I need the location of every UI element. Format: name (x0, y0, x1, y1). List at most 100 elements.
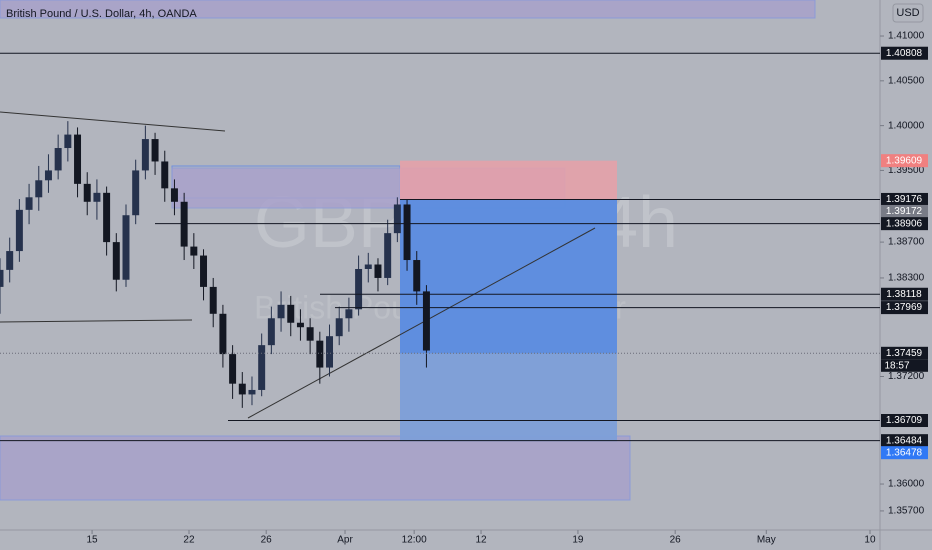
price-label: 1.36478 (881, 446, 928, 460)
currency[interactable]: USD (896, 7, 919, 19)
candle-body (151, 139, 159, 162)
candle-body (44, 170, 52, 181)
candle-body (141, 139, 149, 171)
position-tool (400, 160, 617, 442)
price-label-text: 1.39609 (886, 155, 923, 166)
price-label-box (881, 301, 928, 315)
y-tick-label: 1.39500 (888, 165, 925, 176)
candle-body (248, 389, 256, 395)
candle-body (384, 233, 392, 278)
price-label-text: 1.38118 (886, 289, 922, 300)
x-tick-label: 22 (183, 535, 195, 546)
trend-line (0, 111, 226, 132)
candle-body (316, 340, 324, 368)
candle-body (190, 246, 198, 256)
target-zone-filled (400, 199, 617, 354)
candle-body (170, 188, 178, 202)
y-tick-label: 1.36000 (888, 479, 925, 490)
zone (0, 0, 816, 19)
candle-body (238, 383, 246, 395)
candle-body (219, 313, 227, 355)
price-label-box (881, 46, 928, 60)
candle-body (112, 242, 120, 280)
price-label-box (881, 204, 928, 218)
price-label-box (881, 154, 928, 168)
candle-body (200, 255, 208, 287)
candle-body (345, 309, 353, 319)
price-label-box (881, 414, 928, 428)
candle-body (422, 291, 430, 351)
countdown: 18:57 (884, 360, 909, 371)
candle-body (0, 269, 4, 287)
y-tick-label: 1.40500 (888, 75, 925, 86)
y-tick-label: 1.35700 (888, 506, 925, 517)
y-tick-label: 1.40000 (888, 120, 925, 131)
candle-body (122, 215, 130, 280)
price-label-text: 1.38906 (886, 218, 923, 229)
price-label-text: 1.37969 (886, 302, 923, 313)
candle-body (413, 260, 421, 292)
stop-zone (400, 160, 617, 200)
x-tick-label: 12:00 (402, 535, 427, 546)
candle-body (15, 209, 23, 252)
candle-body (355, 268, 363, 310)
price-label: 1.39176 (881, 192, 928, 206)
candle-body (161, 161, 169, 189)
candle-body (403, 204, 411, 261)
candle-body (25, 197, 33, 210)
candle-body (54, 148, 62, 171)
price-label: 1.38118 (881, 287, 928, 301)
trend-line (247, 227, 596, 419)
price-label: 1.36484 (881, 434, 928, 448)
y-tick-label: 1.38300 (888, 273, 925, 284)
x-tick-label: May (757, 535, 776, 546)
price-label: 1.39172 (881, 204, 928, 218)
x-tick-label: 26 (670, 535, 682, 546)
x-tick-label: 15 (87, 535, 99, 546)
candle-body (64, 134, 72, 149)
candle-body (277, 304, 285, 319)
candle-body (306, 327, 314, 341)
countdown-box (881, 359, 928, 372)
price-label-text: 1.40808 (886, 48, 923, 59)
candle-body (326, 336, 334, 368)
zone (0, 435, 631, 501)
price-label: 1.36709 (881, 414, 928, 428)
candle-body (83, 183, 91, 202)
candle-body (393, 204, 401, 234)
x-tick-label: 10 (864, 535, 876, 546)
candle-body (335, 318, 343, 337)
currency-button[interactable] (892, 3, 924, 23)
price-label: 1.37969 (881, 301, 928, 315)
price-label-box (881, 287, 928, 301)
trend-line (0, 319, 193, 323)
candle-body (35, 180, 43, 198)
price-label-text: 1.36709 (886, 415, 923, 426)
price-label: 1.40808 (881, 46, 928, 60)
candle-body (132, 170, 140, 216)
candle-body (6, 251, 14, 270)
x-tick-label: 26 (261, 535, 273, 546)
y-tick-label: 1.37200 (888, 371, 925, 382)
price-label-box (881, 346, 928, 360)
candle-body (103, 192, 111, 243)
candle-body (267, 318, 275, 346)
price-label: 1.38906 (881, 217, 928, 231)
candle-body (74, 134, 82, 184)
price-label-text: 1.36478 (886, 447, 923, 458)
candle-body (364, 264, 372, 269)
price-label-text: 1.39176 (886, 194, 923, 205)
candle-body (180, 201, 188, 247)
candle-body (287, 304, 295, 323)
candle-body (229, 354, 237, 384)
x-tick-label: 12 (475, 535, 487, 546)
price-label-box (881, 446, 928, 460)
candle-body (296, 322, 304, 328)
x-tick-label: 19 (572, 535, 584, 546)
y-tick-label: 1.38700 (888, 237, 925, 248)
price-label-box (881, 217, 928, 231)
x-tick-label: Apr (337, 535, 353, 546)
price-label-text: 1.39172 (886, 206, 923, 217)
